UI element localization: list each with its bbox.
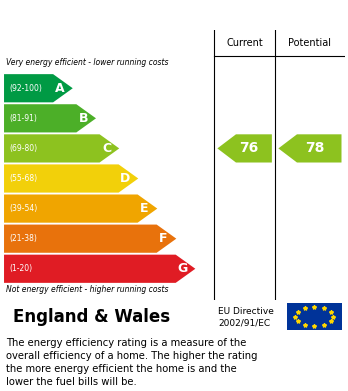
Text: (55-68): (55-68) — [9, 174, 37, 183]
Text: B: B — [79, 112, 88, 125]
Polygon shape — [4, 104, 96, 133]
Text: Energy Efficiency Rating: Energy Efficiency Rating — [13, 7, 215, 22]
Text: (21-38): (21-38) — [9, 234, 37, 243]
Polygon shape — [4, 224, 176, 253]
Text: 2002/91/EC: 2002/91/EC — [219, 319, 271, 328]
Polygon shape — [4, 255, 195, 283]
Polygon shape — [4, 74, 73, 102]
Text: D: D — [120, 172, 130, 185]
Text: A: A — [55, 82, 65, 95]
Text: C: C — [102, 142, 111, 155]
Text: (81-91): (81-91) — [9, 114, 37, 123]
Text: 76: 76 — [239, 142, 258, 155]
Text: (1-20): (1-20) — [9, 264, 32, 273]
Text: EU Directive: EU Directive — [219, 307, 274, 316]
Text: (39-54): (39-54) — [9, 204, 37, 213]
Text: Current: Current — [226, 38, 263, 48]
Text: The energy efficiency rating is a measure of the
overall efficiency of a home. T: The energy efficiency rating is a measur… — [6, 338, 258, 387]
Text: E: E — [140, 202, 149, 215]
Polygon shape — [278, 135, 341, 163]
Text: (69-80): (69-80) — [9, 144, 37, 153]
Polygon shape — [4, 194, 157, 223]
FancyBboxPatch shape — [287, 303, 342, 330]
Text: G: G — [177, 262, 188, 275]
Text: Very energy efficient - lower running costs: Very energy efficient - lower running co… — [6, 58, 169, 67]
Polygon shape — [4, 164, 138, 193]
Text: England & Wales: England & Wales — [13, 307, 171, 325]
Text: (92-100): (92-100) — [9, 84, 42, 93]
Text: F: F — [159, 232, 168, 245]
Text: Potential: Potential — [288, 38, 331, 48]
Text: Not energy efficient - higher running costs: Not energy efficient - higher running co… — [6, 285, 169, 294]
Polygon shape — [4, 135, 119, 163]
Text: 78: 78 — [305, 142, 324, 155]
Polygon shape — [218, 135, 272, 163]
